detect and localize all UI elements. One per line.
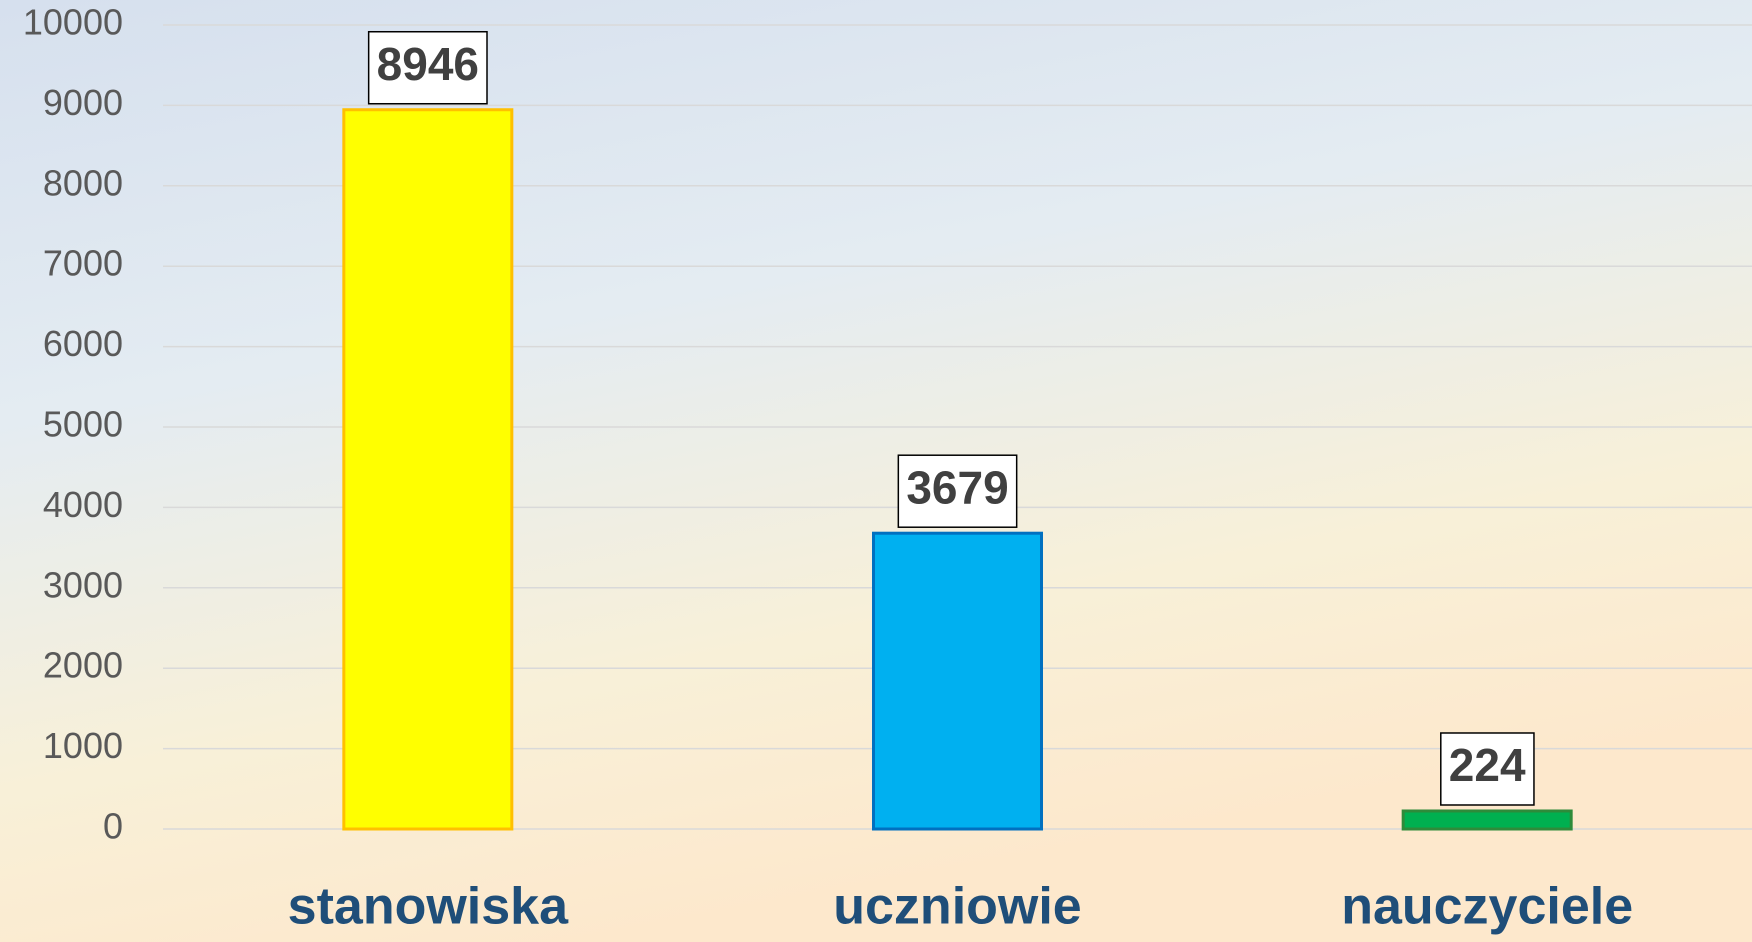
y-tick-label: 7000 xyxy=(43,243,123,284)
data-label: 3679 xyxy=(906,461,1008,513)
y-tick-label: 0 xyxy=(103,806,123,847)
y-tick-label: 3000 xyxy=(43,564,123,605)
y-tick-label: 5000 xyxy=(43,404,123,445)
data-label-box xyxy=(367,30,488,105)
bar xyxy=(342,108,514,831)
bar xyxy=(872,531,1043,831)
data-label-box xyxy=(897,454,1018,528)
bar xyxy=(1401,809,1573,831)
data-label: 224 xyxy=(1449,739,1526,791)
y-tick-label: 8000 xyxy=(43,162,123,203)
y-tick-label: 9000 xyxy=(43,82,123,123)
y-tick-label: 1000 xyxy=(43,725,123,766)
x-tick-label: stanowiska xyxy=(288,878,569,936)
y-tick-label: 6000 xyxy=(43,323,123,364)
data-label-box xyxy=(1440,732,1535,806)
x-tick-label: nauczyciele xyxy=(1341,878,1633,936)
y-tick-label: 10000 xyxy=(23,2,123,43)
y-tick-label: 2000 xyxy=(43,645,123,686)
y-tick-label: 4000 xyxy=(43,484,123,525)
data-label: 8946 xyxy=(377,38,479,90)
x-tick-label: uczniowie xyxy=(833,878,1081,936)
